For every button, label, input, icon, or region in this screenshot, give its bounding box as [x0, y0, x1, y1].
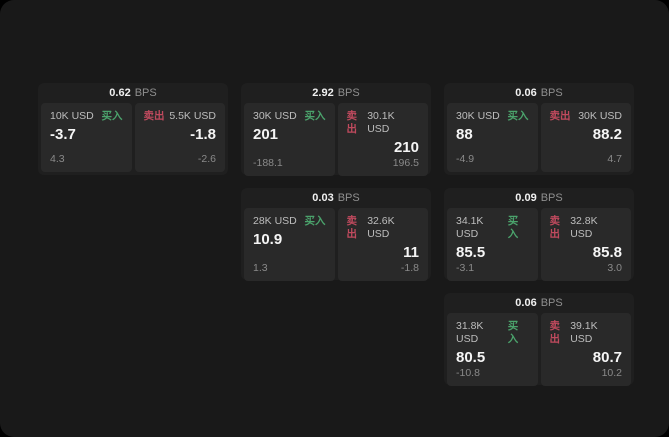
- sell-tag: 卖出: [346, 110, 358, 135]
- buy-panel[interactable]: 28K USD 买入 10.9 1.3: [244, 208, 335, 281]
- sell-price: -1.8: [190, 126, 216, 143]
- sell-panel[interactable]: 卖出 32.6K USD 11 -1.8: [337, 208, 428, 281]
- buy-amount: 10K USD: [50, 110, 94, 122]
- buy-delta: -3.1: [456, 262, 475, 274]
- bps-unit-label: BPS: [540, 87, 563, 99]
- quote-cards-grid: 0.62 BPS 10K USD 买入 -3.7 4.3 卖出 5.5K USD: [38, 83, 634, 386]
- bps-unit-label: BPS: [540, 192, 563, 204]
- sell-panel[interactable]: 卖出 5.5K USD -1.8 -2.6: [134, 103, 225, 172]
- bps-unit-label: BPS: [337, 87, 360, 99]
- buy-panel[interactable]: 34.1K USD 买入 85.5 -3.1: [447, 208, 538, 281]
- bps-unit-label: BPS: [134, 87, 157, 99]
- bps-header: 2.92 BPS: [241, 83, 431, 103]
- buy-panel[interactable]: 30K USD 买入 201 -188.1: [244, 103, 335, 176]
- buy-delta: -10.8: [456, 367, 480, 379]
- quote-card: 0.62 BPS 10K USD 买入 -3.7 4.3 卖出 5.5K USD: [38, 83, 228, 175]
- sell-price: 210: [393, 139, 419, 156]
- sell-price: 80.7: [592, 349, 622, 366]
- sell-panel[interactable]: 卖出 39.1K USD 80.7 10.2: [540, 313, 631, 386]
- buy-delta: 4.3: [50, 153, 65, 165]
- sell-delta: -1.8: [400, 262, 419, 274]
- quote-card: 2.92 BPS 30K USD 买入 201 -188.1 卖出 30.1K …: [241, 83, 431, 176]
- buy-amount: 34.1K USD: [456, 215, 484, 240]
- buy-price: 85.5: [456, 244, 486, 261]
- sell-price: 11: [403, 244, 419, 261]
- buy-tag: 买入: [507, 215, 519, 240]
- buy-delta: 1.3: [253, 262, 268, 274]
- buy-tag: 买入: [101, 110, 123, 122]
- buy-delta: -188.1: [253, 157, 283, 169]
- buy-amount: 31.8K USD: [456, 320, 484, 345]
- buy-price: 201: [253, 126, 279, 143]
- buy-price: 80.5: [456, 349, 486, 366]
- sell-delta: 4.7: [607, 153, 622, 165]
- bps-value: 0.06: [515, 297, 537, 309]
- sell-tag: 卖出: [549, 215, 561, 240]
- bps-unit-label: BPS: [540, 297, 563, 309]
- bps-value: 0.62: [109, 87, 131, 99]
- buy-price: -3.7: [50, 126, 76, 143]
- buy-sell-panels: 34.1K USD 买入 85.5 -3.1 卖出 32.8K USD 85.8…: [444, 208, 634, 284]
- sell-delta: 3.0: [607, 262, 622, 274]
- quote-card: 0.06 BPS 30K USD 买入 88 -4.9 卖出 30K USD: [444, 83, 634, 175]
- bps-header: 0.03 BPS: [241, 188, 431, 208]
- buy-tag: 买入: [304, 110, 326, 122]
- sell-delta: 10.2: [601, 367, 622, 379]
- bps-value: 0.03: [312, 192, 334, 204]
- buy-price: 88: [456, 126, 473, 143]
- buy-panel[interactable]: 30K USD 买入 88 -4.9: [447, 103, 538, 172]
- sell-panel[interactable]: 卖出 30K USD 88.2 4.7: [540, 103, 631, 172]
- sell-amount: 30K USD: [578, 110, 622, 122]
- sell-tag: 卖出: [549, 320, 561, 345]
- buy-amount: 30K USD: [253, 110, 297, 122]
- buy-tag: 买入: [507, 320, 519, 345]
- buy-tag: 买入: [304, 215, 326, 227]
- sell-amount: 32.8K USD: [570, 215, 598, 240]
- buy-sell-panels: 30K USD 买入 88 -4.9 卖出 30K USD 88.2 4.7: [444, 103, 634, 175]
- bps-value: 0.06: [515, 87, 537, 99]
- buy-tag: 买入: [507, 110, 529, 122]
- bps-header: 0.09 BPS: [444, 188, 634, 208]
- sell-tag: 卖出: [143, 110, 165, 122]
- sell-panel[interactable]: 卖出 32.8K USD 85.8 3.0: [540, 208, 631, 281]
- sell-amount: 32.6K USD: [367, 215, 395, 240]
- buy-panel[interactable]: 31.8K USD 买入 80.5 -10.8: [447, 313, 538, 386]
- bps-value: 0.09: [515, 192, 537, 204]
- sell-panel[interactable]: 卖出 30.1K USD 210 196.5: [337, 103, 428, 176]
- buy-amount: 28K USD: [253, 215, 297, 227]
- sell-amount: 39.1K USD: [570, 320, 598, 345]
- quote-card: 0.03 BPS 28K USD 买入 10.9 1.3 卖出 32.6K US…: [241, 188, 431, 281]
- bps-header: 0.06 BPS: [444, 83, 634, 103]
- sell-delta: -2.6: [197, 153, 216, 165]
- sell-price: 88.2: [592, 126, 622, 143]
- bps-value: 2.92: [312, 87, 334, 99]
- buy-sell-panels: 31.8K USD 买入 80.5 -10.8 卖出 39.1K USD 80.…: [444, 313, 634, 389]
- buy-delta: -4.9: [456, 153, 475, 165]
- sell-tag: 卖出: [346, 215, 358, 240]
- buy-amount: 30K USD: [456, 110, 500, 122]
- sell-amount: 5.5K USD: [169, 110, 216, 122]
- buy-sell-panels: 30K USD 买入 201 -188.1 卖出 30.1K USD 210 1…: [241, 103, 431, 179]
- bps-unit-label: BPS: [337, 192, 360, 204]
- sell-amount: 30.1K USD: [367, 110, 395, 135]
- sell-tag: 卖出: [549, 110, 571, 122]
- bps-header: 0.06 BPS: [444, 293, 634, 313]
- sell-price: 85.8: [592, 244, 622, 261]
- quote-card: 0.06 BPS 31.8K USD 买入 80.5 -10.8 卖出 39.1…: [444, 293, 634, 386]
- bps-header: 0.62 BPS: [38, 83, 228, 103]
- buy-sell-panels: 10K USD 买入 -3.7 4.3 卖出 5.5K USD -1.8 -2.…: [38, 103, 228, 175]
- buy-panel[interactable]: 10K USD 买入 -3.7 4.3: [41, 103, 132, 172]
- quote-card: 0.09 BPS 34.1K USD 买入 85.5 -3.1 卖出 32.8K…: [444, 188, 634, 281]
- buy-price: 10.9: [253, 231, 283, 248]
- sell-delta: 196.5: [392, 157, 419, 169]
- buy-sell-panels: 28K USD 买入 10.9 1.3 卖出 32.6K USD 11 -1.8: [241, 208, 431, 284]
